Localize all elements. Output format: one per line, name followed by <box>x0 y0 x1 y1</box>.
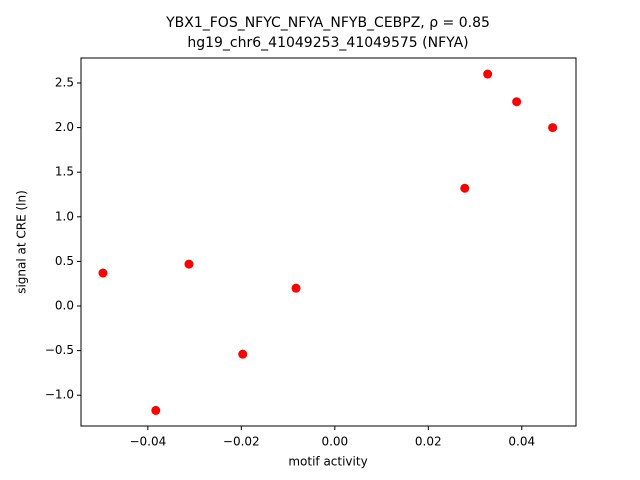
y-tick-label: 0.0 <box>55 299 74 313</box>
x-tick-label: −0.02 <box>223 435 260 449</box>
point <box>483 69 493 79</box>
plot-frame <box>80 57 577 427</box>
point <box>548 123 558 133</box>
y-tick-label: 1.5 <box>55 165 74 179</box>
y-tick-label: 1.0 <box>55 209 74 223</box>
x-tick-label: 0.00 <box>321 435 348 449</box>
point <box>151 405 161 415</box>
x-tick-label: 0.04 <box>508 435 535 449</box>
chart-subtitle: hg19_chr6_41049253_41049575 (NFYA) <box>187 35 468 51</box>
point <box>512 97 522 107</box>
x-tick-label: −0.04 <box>129 435 166 449</box>
y-tick-label: 2.5 <box>55 75 74 89</box>
y-tick-label: −0.5 <box>45 343 74 357</box>
y-tick-label: 2.0 <box>55 120 74 134</box>
point <box>184 259 194 269</box>
chart-title: YBX1_FOS_NFYC_NFYA_NFYB_CEBPZ, ρ = 0.85 <box>165 15 490 31</box>
x-axis-label: motif activity <box>288 455 367 469</box>
y-tick-label: 0.5 <box>55 254 74 268</box>
x-tick-label: 0.02 <box>415 435 442 449</box>
y-tick-label: −1.0 <box>45 388 74 402</box>
point <box>238 349 248 359</box>
y-axis-label: signal at CRE (ln) <box>15 190 29 294</box>
point <box>98 268 108 278</box>
point <box>460 183 470 193</box>
point <box>291 283 301 293</box>
